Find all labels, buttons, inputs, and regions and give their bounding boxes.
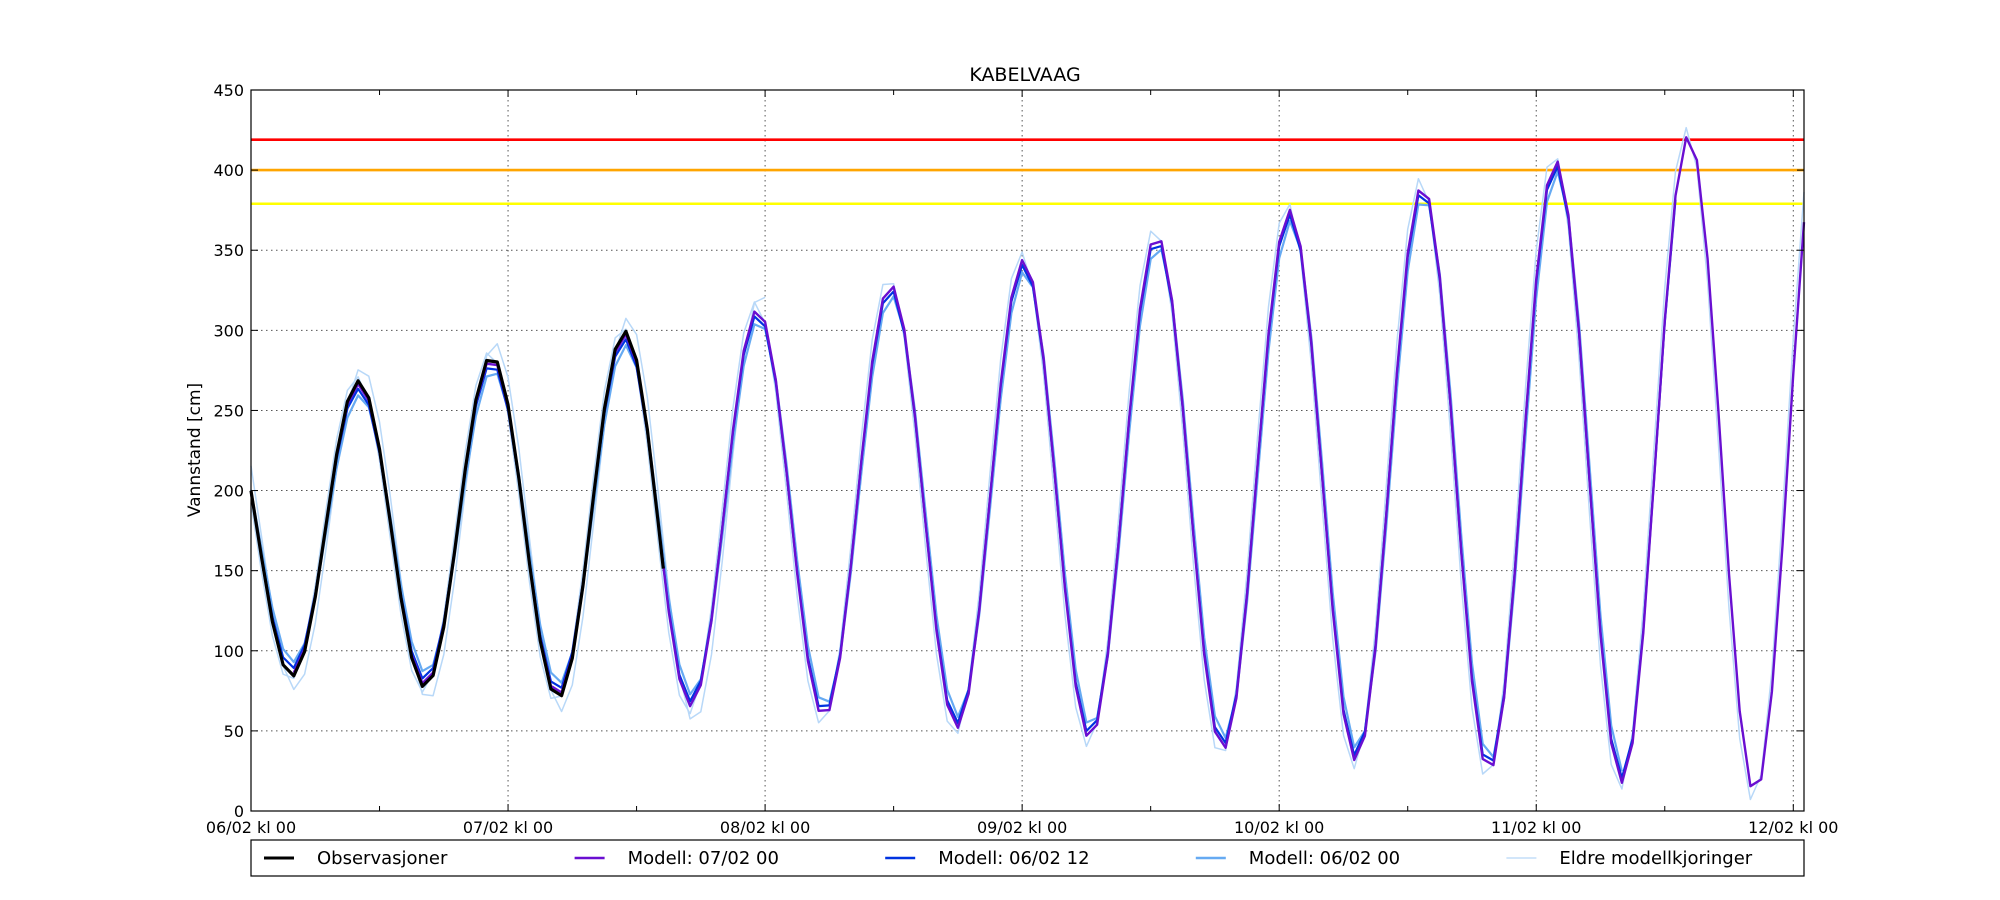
- legend: Observasjoner Modell: 07/02 00 Modell: 06/…: [250, 839, 1805, 877]
- x-tick-label: 12/02 kl 00: [1748, 818, 1838, 837]
- y-tick-label: 150: [213, 562, 244, 581]
- y-tick-label: 50: [224, 722, 244, 741]
- legend-box: [250, 839, 1805, 877]
- axis-ticks: 0 50 100 150 200 250 300 350 400 450 06/02 kl 00 07…: [206, 81, 1839, 837]
- legend-label: Modell: 07/02 00: [628, 848, 779, 869]
- y-tick-label: 450: [213, 81, 244, 100]
- legend-label: Modell: 06/02 00: [1249, 848, 1400, 869]
- y-tick-label: 200: [213, 482, 244, 501]
- x-tick-label: 08/02 kl 00: [720, 818, 810, 837]
- y-tick-label: 350: [213, 241, 244, 260]
- x-tick-label: 11/02 kl 00: [1491, 818, 1581, 837]
- legend-label: Eldre modellkjoringer: [1559, 848, 1752, 869]
- y-tick-label: 0: [234, 802, 244, 821]
- series-lines: [249, 126, 1806, 801]
- y-tick-label: 400: [213, 161, 244, 180]
- y-tick-label: 300: [213, 321, 244, 340]
- x-tick-label: 10/02 kl 00: [1234, 818, 1324, 837]
- legend-label: Modell: 06/02 12: [938, 848, 1089, 869]
- y-tick-label: 250: [213, 401, 244, 420]
- series-line: [249, 329, 665, 698]
- legend-label: Observasjoner: [317, 848, 448, 869]
- x-tick-label: 06/02 kl 00: [206, 818, 296, 837]
- plot-frame: [250, 89, 1805, 812]
- legend-items: Observasjoner Modell: 07/02 00 Modell: 06/…: [264, 848, 1753, 869]
- x-tick-label: 07/02 kl 00: [463, 818, 553, 837]
- x-tick-label: 09/02 kl 00: [977, 818, 1067, 837]
- y-axis-label: Vannstand [cm]: [185, 383, 205, 517]
- y-tick-label: 100: [213, 642, 244, 661]
- chart-title: KABELVAAG: [969, 64, 1080, 86]
